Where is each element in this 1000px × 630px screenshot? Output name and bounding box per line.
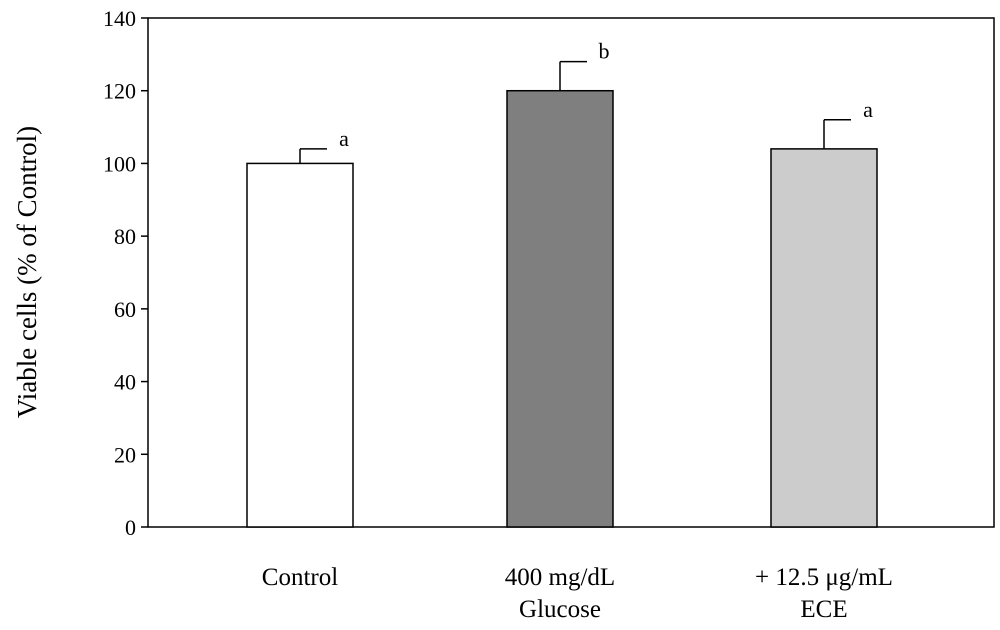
bar bbox=[246, 162, 354, 528]
x-tick-label: + 12.5 μg/mL bbox=[755, 564, 893, 591]
y-tick-label: 120 bbox=[103, 79, 136, 104]
significance-label: b bbox=[599, 39, 610, 64]
y-tick-label: 40 bbox=[114, 370, 136, 395]
x-tick-label: Glucose bbox=[519, 596, 601, 623]
y-tick-label: 140 bbox=[103, 6, 136, 31]
bars: a b a bbox=[246, 39, 878, 528]
x-tick-label: Control bbox=[262, 564, 338, 591]
y-axis-label: Viable cells (% of Control) bbox=[12, 126, 42, 418]
y-tick-label: 60 bbox=[114, 297, 136, 322]
y-axis: 0 20 40 60 80 100 120 140 bbox=[103, 6, 148, 540]
y-tick-label: 20 bbox=[114, 442, 136, 467]
x-tick-label: ECE bbox=[800, 596, 847, 623]
x-tick-label: 400 mg/dL bbox=[505, 564, 615, 591]
y-tick-label: 0 bbox=[125, 515, 136, 540]
y-tick-label: 80 bbox=[114, 224, 136, 249]
bar bbox=[770, 148, 878, 528]
bar bbox=[506, 89, 614, 528]
significance-label: a bbox=[863, 97, 873, 122]
x-axis: Control 400 mg/dL Glucose + 12.5 μg/mL ECE bbox=[262, 564, 893, 623]
y-tick-label: 100 bbox=[103, 151, 136, 176]
significance-label: a bbox=[339, 126, 349, 151]
